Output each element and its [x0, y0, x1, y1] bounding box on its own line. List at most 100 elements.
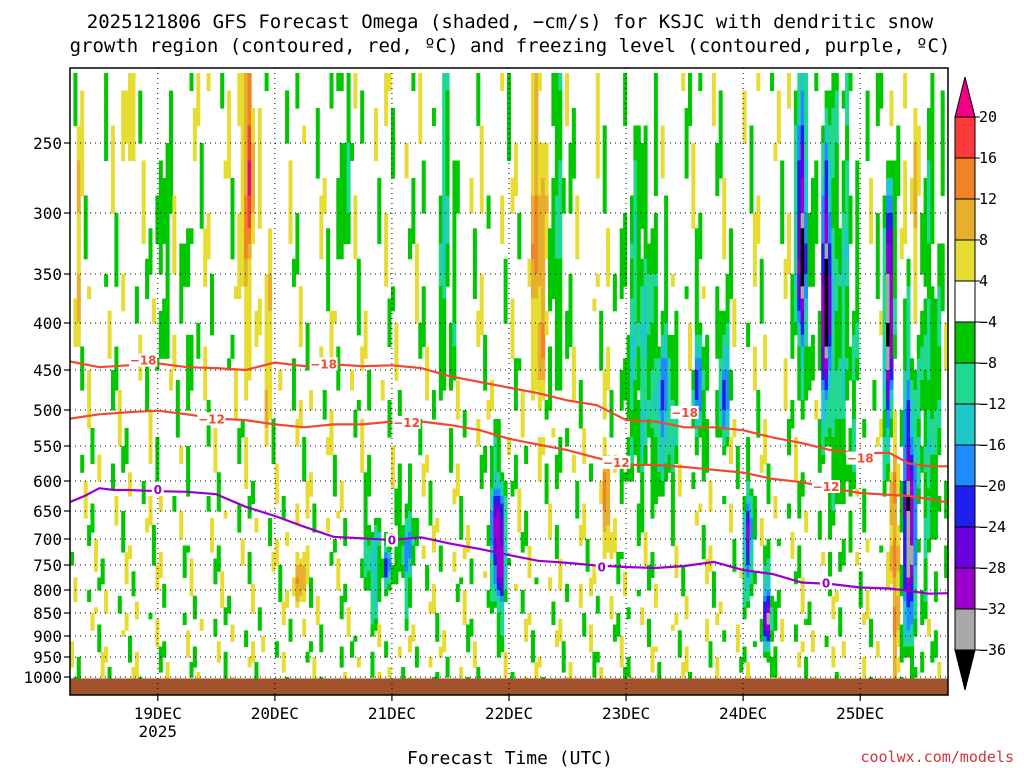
omega-cell: [264, 380, 269, 391]
omega-cell: [653, 243, 658, 260]
omega-cell: [821, 125, 826, 144]
omega-cell: [438, 370, 443, 381]
omega-cell: [923, 419, 928, 429]
omega-cell: [653, 454, 658, 465]
omega-cell: [189, 590, 194, 597]
omega-cell: [513, 454, 518, 465]
omega-cell: [896, 532, 901, 540]
omega-cell: [793, 274, 798, 287]
omega-cell: [397, 463, 402, 473]
omega-cell: [674, 454, 679, 465]
omega-cell: [302, 446, 307, 456]
omega-cell: [903, 370, 908, 381]
omega-cell: [452, 178, 457, 197]
omega-cell: [186, 446, 191, 456]
omega-cell: [746, 565, 751, 572]
omega-cell: [274, 488, 279, 497]
omega-cell: [612, 532, 617, 540]
omega-cell: [332, 310, 337, 324]
omega-cell: [490, 565, 494, 572]
omega-cell: [534, 243, 539, 260]
omega-cell: [353, 195, 358, 214]
omega-cell: [838, 400, 843, 411]
omega-cell: [121, 463, 126, 473]
omega-cell: [442, 73, 447, 92]
omega-cell: [770, 636, 774, 642]
omega-cell: [230, 624, 235, 631]
omega-cell: [640, 195, 645, 214]
omega-cell: [903, 454, 908, 465]
omega-cell: [121, 511, 126, 519]
omega-cell: [254, 667, 259, 673]
omega-cell: [623, 258, 628, 275]
omega-cell: [640, 428, 645, 438]
omega-cell: [807, 258, 812, 275]
omega-cell: [742, 595, 747, 603]
omega-cell: [633, 334, 638, 348]
omega-cell: [920, 243, 925, 260]
omega-cell: [838, 552, 843, 560]
omega-cell: [725, 428, 730, 438]
colorbar-tick-label: −8: [979, 354, 997, 372]
omega-cell: [752, 370, 757, 381]
omega-cell: [186, 358, 191, 371]
omega-cell: [186, 646, 191, 653]
omega-cell: [97, 624, 102, 631]
omega-cell: [828, 437, 832, 447]
omega-cell: [814, 228, 819, 245]
omega-cell: [619, 258, 624, 275]
omega-cell: [134, 662, 139, 668]
omega-cell: [647, 390, 651, 401]
omega-cell: [165, 195, 170, 214]
omega-cell: [930, 334, 935, 348]
omega-cell: [889, 274, 894, 287]
omega-cell: [708, 481, 713, 490]
omega-cell: [479, 160, 484, 179]
omega-cell: [548, 518, 552, 526]
omega-cell: [910, 667, 914, 673]
omega-cell: [824, 178, 829, 197]
omega-cell: [264, 390, 269, 401]
omega-cell: [643, 454, 648, 465]
omega-cell: [585, 565, 590, 572]
omega-cell: [541, 195, 546, 214]
omega-cell: [903, 390, 908, 401]
omega-cell: [244, 310, 249, 324]
omega-cell: [930, 518, 935, 526]
omega-cell: [309, 400, 313, 411]
omega-cell: [271, 428, 276, 438]
omega-cell: [73, 73, 78, 92]
omega-cell: [568, 334, 573, 348]
omega-cell: [824, 213, 829, 229]
omega-cell: [312, 525, 317, 533]
omega-cell: [394, 565, 399, 572]
omega-cell: [903, 446, 908, 456]
omega-cell: [394, 503, 399, 512]
omega-cell: [910, 370, 914, 381]
omega-cell: [418, 90, 423, 109]
omega-cell: [660, 400, 665, 411]
omega-cell: [87, 286, 92, 300]
omega-cell: [493, 545, 498, 553]
omega-cell: [609, 595, 614, 603]
omega-cell: [517, 503, 522, 512]
omega-cell: [800, 298, 805, 312]
omega-cell: [510, 310, 515, 324]
omega-cell: [500, 539, 505, 547]
omega-cell: [763, 636, 768, 642]
omega-cell: [428, 496, 433, 505]
omega-cell: [493, 565, 498, 572]
omega-cell: [872, 380, 877, 391]
omega-cell: [920, 258, 925, 275]
omega-cell: [568, 160, 573, 179]
omega-cell: [148, 419, 153, 429]
omega-cell: [76, 323, 81, 336]
omega-cell: [97, 463, 102, 473]
omega-cell: [910, 545, 914, 553]
omega-cell: [746, 488, 751, 497]
omega-cell: [910, 630, 914, 637]
omega-cell: [879, 323, 884, 336]
omega-cell: [203, 243, 208, 260]
omega-cell: [520, 545, 525, 553]
omega-cell: [339, 496, 344, 505]
